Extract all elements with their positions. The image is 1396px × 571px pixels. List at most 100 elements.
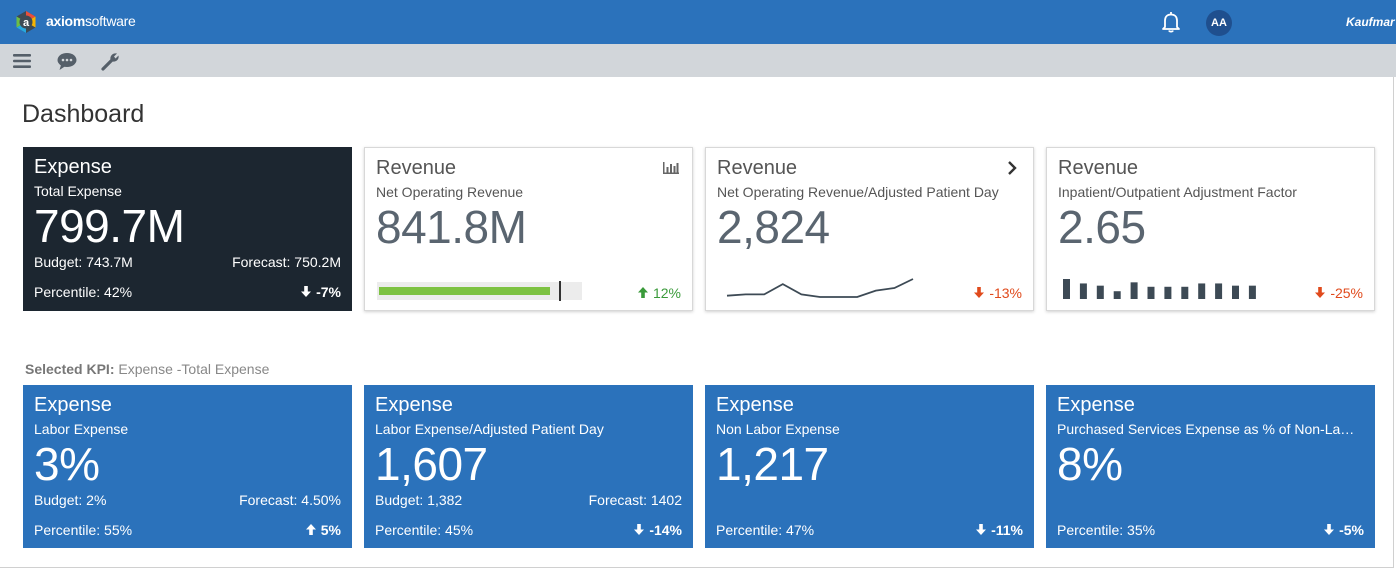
spark-bar: [1164, 286, 1172, 299]
selected-kpi-value: Expense -Total Expense: [118, 361, 270, 377]
wrench-icon[interactable]: [100, 50, 122, 72]
kpi-value: 2.65: [1058, 201, 1146, 253]
client-logo: Kaufmar: [1346, 15, 1395, 29]
spark-bar: [1096, 285, 1104, 299]
brand-rest: software: [84, 13, 136, 29]
kpi-change: -7%: [300, 284, 341, 300]
kpi-change-value: -25%: [1330, 285, 1363, 301]
selected-kpi-prefix: Selected KPI:: [25, 361, 115, 377]
kpi-forecast: Forecast: 1402: [588, 492, 682, 508]
kpi-change: -14%: [633, 522, 682, 538]
kpi-subtitle: Net Operating Revenue: [376, 184, 524, 200]
trend-sparkline: [726, 278, 914, 298]
dashboard-page: Dashboard Expense Total Expense 799.7M B…: [0, 77, 1394, 568]
kpi-budget: Budget: 1,382: [375, 492, 463, 508]
spark-bar: [1147, 286, 1155, 299]
kpi-change-value: 5%: [320, 522, 341, 538]
kpi-subtitle: Total Expense: [34, 183, 122, 199]
user-avatar[interactable]: AA: [1206, 10, 1232, 36]
kpi-category: Expense: [716, 394, 794, 416]
spark-bar: [1130, 282, 1138, 299]
arrow-down-icon: [1315, 287, 1326, 298]
kpi-forecast: Forecast: 4.50%: [239, 492, 341, 508]
kpi-category: Expense: [1057, 394, 1135, 416]
kpi-change-value: -5%: [1339, 522, 1364, 538]
kpi-change-value: -14%: [649, 522, 682, 538]
axiom-logo-icon[interactable]: a: [14, 10, 38, 34]
progress-fill: [379, 287, 550, 295]
detail-card-labor-expense-per-patient-day[interactable]: Expense Labor Expense/Adjusted Patient D…: [364, 385, 693, 548]
kpi-percentile-row: Percentile: 47% -11%: [716, 522, 1023, 538]
toolbar: [0, 44, 1396, 77]
arrow-up-icon: [638, 287, 649, 298]
kpi-percentile: Percentile: 55%: [34, 522, 133, 538]
arrow-down-icon: [974, 287, 985, 298]
kpi-value: 8%: [1057, 438, 1123, 490]
kpi-subtitle: Inpatient/Outpatient Adjustment Factor: [1058, 184, 1297, 200]
kpi-change: -11%: [975, 522, 1023, 538]
kpi-percentile: Percentile: 42%: [34, 284, 133, 300]
spark-bar: [1079, 283, 1087, 299]
spark-bar: [1063, 279, 1070, 299]
bar-chart-icon[interactable]: [662, 160, 680, 176]
kpi-percentile-row: Percentile: 35% -5%: [1057, 522, 1364, 538]
kpi-category: Expense: [375, 394, 453, 416]
top-bar: a axiomsoftware AA Kaufmar: [0, 0, 1396, 44]
detail-card-purchased-services[interactable]: Expense Purchased Services Expense as % …: [1046, 385, 1375, 548]
kpi-percentile-row: Percentile: 42% -7%: [34, 284, 341, 300]
hamburger-icon[interactable]: [11, 50, 33, 72]
kpi-budget: Budget: 2%: [34, 492, 107, 508]
kpi-value: 841.8M: [376, 201, 527, 253]
kpi-category: Expense: [34, 394, 112, 416]
kpi-percentile: Percentile: 35%: [1057, 522, 1156, 538]
kpi-percentile-row: Percentile: 55% 5%: [34, 522, 341, 538]
kpi-category: Revenue: [717, 157, 798, 179]
arrow-down-icon: [301, 286, 312, 297]
kpi-subtitle: Non Labor Expense: [716, 421, 840, 437]
kpi-category: Revenue: [1058, 157, 1139, 179]
spark-bar: [1232, 285, 1239, 299]
kpi-change: -13%: [973, 285, 1022, 301]
spark-bar: [1248, 285, 1256, 299]
bar-sparkline: [1063, 279, 1256, 299]
chat-icon[interactable]: [56, 50, 78, 72]
kpi-change: 5%: [305, 522, 341, 538]
kpi-card-adjustment-factor[interactable]: Revenue Inpatient/Outpatient Adjustment …: [1046, 147, 1375, 311]
detail-card-labor-expense[interactable]: Expense Labor Expense 3% Budget: 2% Fore…: [23, 385, 352, 548]
kpi-value: 2,824: [717, 201, 830, 253]
kpi-change: 12%: [637, 285, 681, 301]
page-title: Dashboard: [22, 100, 145, 128]
bell-icon[interactable]: [1159, 10, 1183, 34]
kpi-value: 1,607: [375, 438, 488, 490]
kpi-budget: Budget: 743.7M: [34, 254, 133, 270]
kpi-value: 799.7M: [34, 200, 185, 252]
spark-bar: [1113, 291, 1121, 299]
spark-bar: [1215, 283, 1223, 299]
kpi-change: -5%: [1323, 522, 1364, 538]
kpi-card-net-operating-revenue[interactable]: Revenue Net Operating Revenue 841.8M 12%: [364, 147, 693, 311]
kpi-category: Expense: [34, 156, 112, 178]
kpi-category: Revenue: [376, 157, 457, 179]
svg-text:a: a: [23, 17, 30, 29]
arrow-down-icon: [976, 524, 987, 535]
kpi-card-total-expense[interactable]: Expense Total Expense 799.7M Budget: 743…: [23, 147, 352, 311]
kpi-card-revenue-per-patient-day[interactable]: Revenue Net Operating Revenue/Adjusted P…: [705, 147, 1034, 311]
chevron-right-icon[interactable]: [1003, 160, 1021, 176]
kpi-subtitle: Net Operating Revenue/Adjusted Patient D…: [717, 184, 999, 200]
kpi-percentile: Percentile: 47%: [716, 522, 815, 538]
arrow-up-icon: [305, 524, 316, 535]
brand-name: axiomsoftware: [46, 13, 136, 29]
detail-card-non-labor-expense[interactable]: Expense Non Labor Expense 1,217 Percenti…: [705, 385, 1034, 548]
arrow-down-icon: [634, 524, 645, 535]
kpi-change-value: -13%: [989, 285, 1022, 301]
kpi-percentile: Percentile: 45%: [375, 522, 474, 538]
spark-bar: [1198, 283, 1206, 299]
progress-bar: [377, 281, 582, 301]
selected-kpi-label: Selected KPI: Expense -Total Expense: [25, 361, 269, 377]
kpi-change-value: -7%: [316, 284, 341, 300]
kpi-change-value: 12%: [652, 285, 681, 301]
kpi-subtitle: Purchased Services Expense as % of Non-L…: [1057, 421, 1362, 437]
kpi-budget-row: Budget: 1,382 Forecast: 1402: [375, 492, 682, 508]
kpi-value: 1,217: [716, 438, 829, 490]
kpi-forecast: Forecast: 750.2M: [232, 254, 341, 270]
